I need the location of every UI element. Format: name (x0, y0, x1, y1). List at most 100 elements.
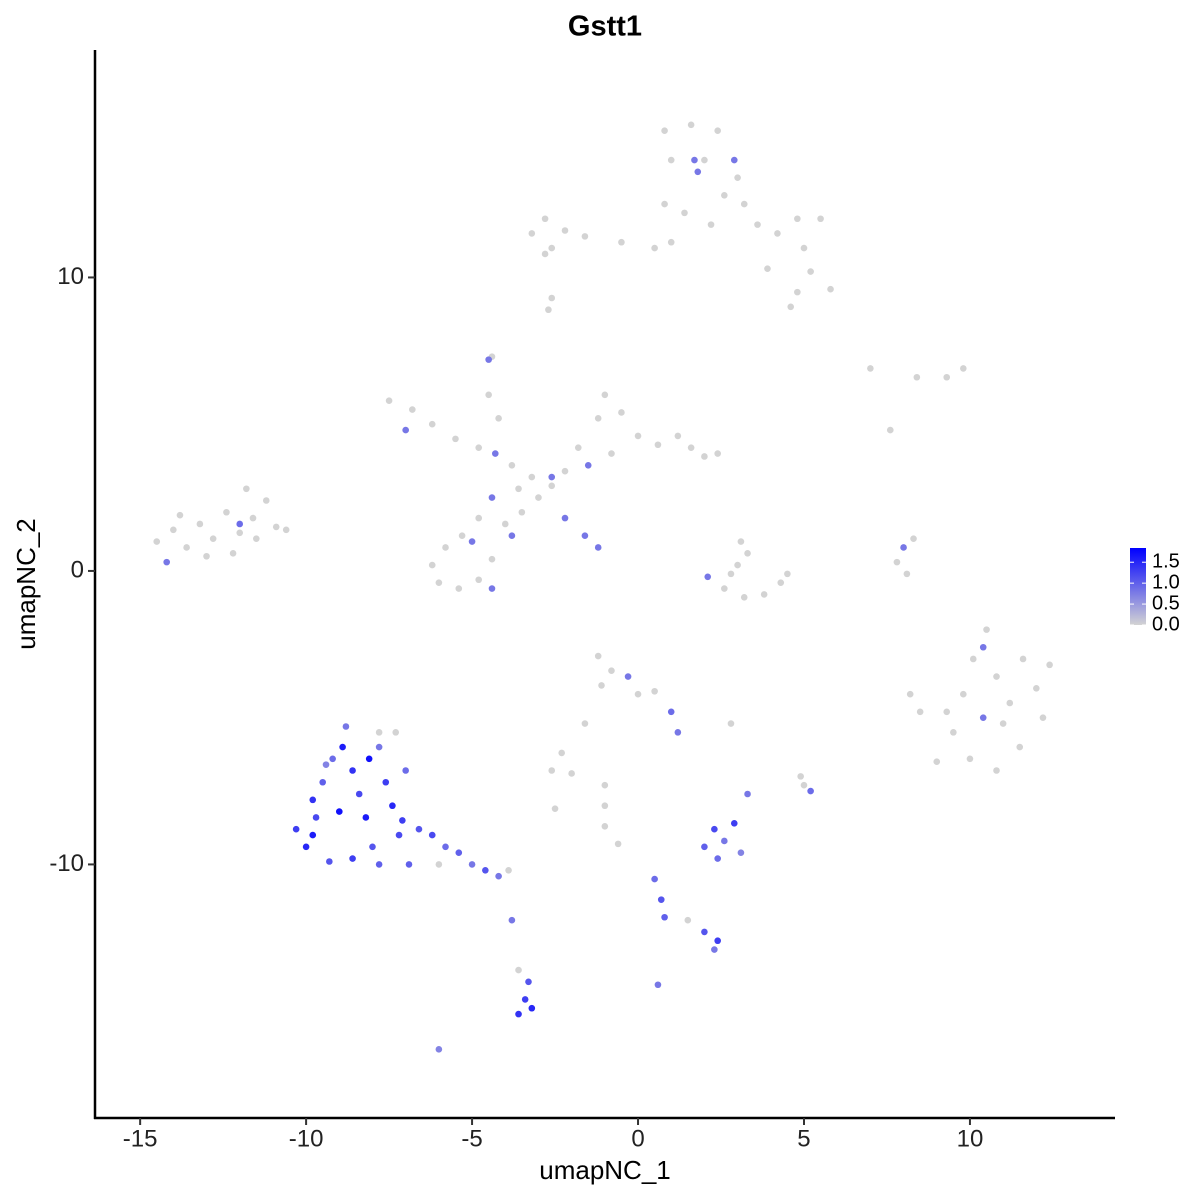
cell-point (382, 778, 390, 786)
cell-point (326, 858, 333, 865)
cell-point (687, 121, 695, 129)
cell-point (508, 916, 516, 924)
cell-point (435, 861, 443, 868)
cell-point (548, 482, 556, 490)
cell-point (243, 485, 250, 493)
cell-point (657, 896, 665, 903)
cell-point (339, 743, 346, 751)
cell-point (409, 406, 416, 413)
x-tick-label: -15 (123, 1125, 158, 1152)
cell-point (525, 978, 532, 986)
cell-point (262, 497, 270, 504)
points-layer (153, 121, 1053, 1053)
cell-point (594, 652, 602, 660)
cell-point (1016, 743, 1024, 751)
cell-point (282, 526, 290, 534)
cell-point (322, 761, 330, 768)
cell-point (661, 127, 668, 135)
cell-point (711, 825, 718, 833)
cell-point (329, 755, 336, 763)
cell-point (375, 729, 383, 736)
cell-point (711, 946, 718, 953)
x-axis-title: umapNC_1 (539, 1155, 671, 1185)
colorbar-tick-label: 1.5 (1152, 551, 1180, 573)
cell-point (701, 843, 708, 851)
cell-point (661, 200, 668, 208)
y-tick-label: 0 (71, 556, 84, 583)
cell-point (903, 570, 911, 578)
cell-point (319, 778, 326, 786)
cell-point (900, 544, 907, 551)
cell-point (236, 529, 244, 537)
y-tick-label: -10 (49, 850, 84, 877)
cell-point (601, 822, 609, 830)
cell-point (737, 849, 745, 856)
cell-point (581, 233, 589, 240)
cell-point (651, 875, 658, 883)
cell-point (614, 840, 622, 848)
cell-point (309, 831, 317, 839)
cell-point (402, 767, 409, 774)
cell-point (1033, 685, 1040, 692)
colorbar-tick-label: 0.5 (1152, 592, 1180, 614)
cell-point (442, 843, 449, 851)
cell-point (455, 849, 463, 856)
cell-point (684, 916, 692, 924)
cell-point (634, 432, 642, 440)
cell-point (594, 544, 602, 551)
cell-point (601, 802, 609, 810)
cell-point (598, 682, 605, 689)
cell-point (983, 626, 990, 633)
cell-point (223, 508, 230, 516)
cell-point (618, 238, 625, 246)
cell-point (674, 729, 682, 736)
cell-point (508, 532, 516, 540)
cell-point (674, 432, 682, 440)
cell-point (916, 708, 924, 716)
cell-point (170, 526, 177, 534)
cell-point (528, 473, 536, 481)
cell-point (760, 591, 768, 598)
cell-point (654, 981, 662, 989)
cell-point (794, 215, 801, 223)
cell-point (714, 127, 721, 135)
cell-point (594, 415, 602, 422)
cell-point (561, 514, 569, 522)
cell-point (482, 866, 489, 874)
cell-point (292, 825, 300, 833)
cell-point (933, 758, 941, 766)
cell-point (608, 667, 615, 675)
cell-point (508, 461, 516, 469)
cell-point (993, 767, 1000, 774)
cell-point (634, 690, 642, 698)
cell-point (548, 767, 556, 774)
cell-point (385, 397, 393, 405)
cell-point (701, 453, 708, 460)
cell-point (681, 209, 688, 217)
cell-point (740, 594, 748, 601)
x-tick-label: 5 (797, 1125, 810, 1152)
cell-point (667, 708, 675, 716)
cell-point (176, 511, 184, 519)
cell-point (714, 450, 721, 457)
cell-point (375, 861, 383, 868)
cell-point (528, 1004, 536, 1012)
cell-point (458, 532, 466, 540)
cell-point (488, 555, 496, 563)
cell-point (435, 579, 443, 586)
cell-point (737, 538, 745, 545)
cell-point (558, 749, 565, 757)
cell-point (183, 544, 190, 551)
cell-point (601, 391, 609, 399)
cell-point (694, 168, 702, 176)
cell-point (727, 720, 735, 727)
cell-point (1006, 699, 1014, 707)
cell-point (428, 831, 436, 839)
x-tick-label: -10 (289, 1125, 324, 1152)
cell-point (740, 200, 748, 208)
cell-point (784, 570, 791, 578)
cell-point (335, 808, 343, 815)
y-axis-title: umapNC_2 (11, 518, 41, 650)
cell-point (714, 937, 721, 945)
cell-point (691, 156, 698, 164)
